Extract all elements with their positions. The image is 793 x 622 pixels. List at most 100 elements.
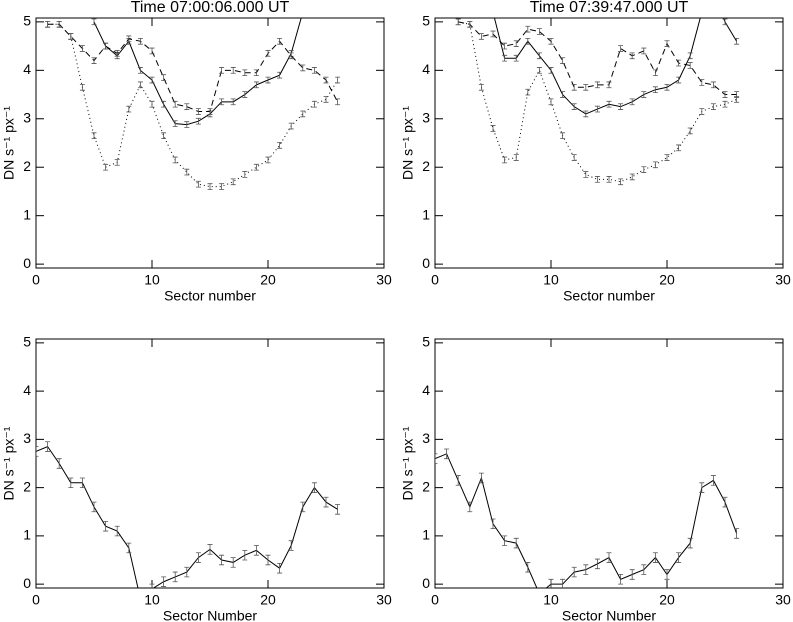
- error-bar: [560, 91, 566, 98]
- error-bar: [253, 163, 259, 171]
- error-bar: [79, 477, 85, 489]
- error-bar: [36, 446, 39, 457]
- error-bar: [207, 544, 213, 555]
- error-bar: [722, 100, 728, 108]
- error-bar: [242, 91, 248, 98]
- error-bar: [571, 566, 577, 578]
- error-bar: [664, 569, 670, 580]
- x-tick-label: 20: [260, 592, 276, 608]
- x-tick-label: 10: [144, 592, 160, 608]
- error-bar: [103, 163, 109, 171]
- y-tick-label: 4: [23, 382, 31, 398]
- error-bar: [172, 100, 178, 108]
- panel: Sector Number DN s⁻¹ px⁻¹ 0 10 20 30 0 1 2 3 4 5: [1, 334, 392, 622]
- error-bar: [513, 54, 519, 62]
- error-bar: [629, 173, 635, 181]
- error-bar: [571, 103, 577, 110]
- error-bar: [288, 540, 294, 551]
- error-bar: [594, 81, 600, 89]
- x-tick-label: 30: [376, 272, 392, 288]
- error-bar: [722, 91, 728, 98]
- error-bar: [300, 501, 306, 513]
- error-bar: [311, 100, 317, 108]
- error-bar: [230, 67, 236, 74]
- error-bar: [184, 168, 190, 176]
- error-bar: [722, 18, 728, 26]
- error-bar: [548, 37, 554, 45]
- error-bar: [583, 564, 589, 575]
- chart-title: Time 07:39:47.000 UT: [530, 0, 689, 16]
- series-line: [93, 18, 302, 126]
- plot-frame: [434, 17, 784, 269]
- y-axis-label: DN s⁻¹ px⁻¹: [1, 106, 17, 180]
- error-bar: [68, 477, 74, 489]
- error-bar: [548, 67, 554, 74]
- error-bar: [277, 71, 283, 79]
- plot-frame: [35, 338, 385, 589]
- error-bar: [641, 564, 647, 575]
- error-bar: [172, 571, 178, 583]
- error-bar: [149, 100, 155, 108]
- error-bar: [161, 576, 167, 587]
- error-bar: [606, 176, 612, 183]
- error-bar: [687, 52, 693, 60]
- error-bar: [45, 20, 51, 28]
- error-bar: [478, 33, 484, 40]
- error-bar: [288, 52, 294, 60]
- error-bar: [676, 59, 682, 67]
- error-bar: [242, 69, 248, 77]
- error-bar: [45, 441, 51, 452]
- error-bar: [265, 50, 271, 57]
- error-bar: [91, 501, 97, 513]
- error-bar: [606, 100, 612, 108]
- error-bar: [490, 518, 496, 530]
- plot-area: [45, 18, 341, 190]
- plot-area: [435, 448, 740, 588]
- error-bar: [618, 574, 624, 585]
- error-bar: [79, 45, 85, 52]
- y-tick-label: 3: [422, 109, 430, 125]
- error-bar: [652, 161, 658, 169]
- error-bar: [548, 578, 554, 588]
- error-bar: [652, 86, 658, 94]
- series-line: [458, 21, 737, 183]
- y-tick-label: 5: [422, 13, 430, 29]
- error-bar: [490, 125, 496, 132]
- error-bar: [230, 557, 236, 568]
- error-bar: [311, 482, 317, 493]
- error-bar: [277, 37, 283, 45]
- error-bar: [242, 171, 248, 178]
- error-bar: [491, 9, 496, 15]
- error-bar: [311, 67, 317, 74]
- plot-area: [455, 9, 740, 186]
- y-tick-label: 1: [422, 206, 430, 222]
- error-bar: [300, 64, 306, 72]
- x-axis-label: Sector number: [563, 288, 655, 304]
- error-bar: [277, 562, 283, 574]
- y-tick-label: 0: [422, 575, 430, 591]
- error-bar: [687, 127, 693, 135]
- error-bar: [161, 132, 167, 140]
- error-bar: [161, 74, 167, 81]
- error-bar: [676, 552, 682, 563]
- error-bar: [687, 537, 693, 549]
- error-bar: [114, 159, 120, 166]
- x-axis-label: Sector number: [164, 288, 256, 304]
- y-tick-label: 5: [23, 13, 31, 29]
- y-tick-label: 0: [23, 255, 31, 271]
- error-bar: [606, 81, 612, 89]
- y-tick-label: 3: [23, 109, 31, 125]
- error-bar: [114, 525, 120, 537]
- y-tick-label: 1: [23, 527, 31, 543]
- error-bar: [594, 105, 600, 113]
- error-bar: [300, 110, 306, 118]
- y-axis-label: DN s⁻¹ px⁻¹: [400, 106, 416, 180]
- error-bar: [137, 67, 143, 74]
- error-bar: [219, 98, 225, 106]
- error-bar: [536, 52, 542, 60]
- y-tick-label: 2: [23, 478, 31, 494]
- x-tick-label: 10: [543, 272, 559, 288]
- x-tick-label: 0: [32, 272, 40, 288]
- error-bar: [722, 496, 728, 508]
- y-tick-label: 3: [23, 430, 31, 446]
